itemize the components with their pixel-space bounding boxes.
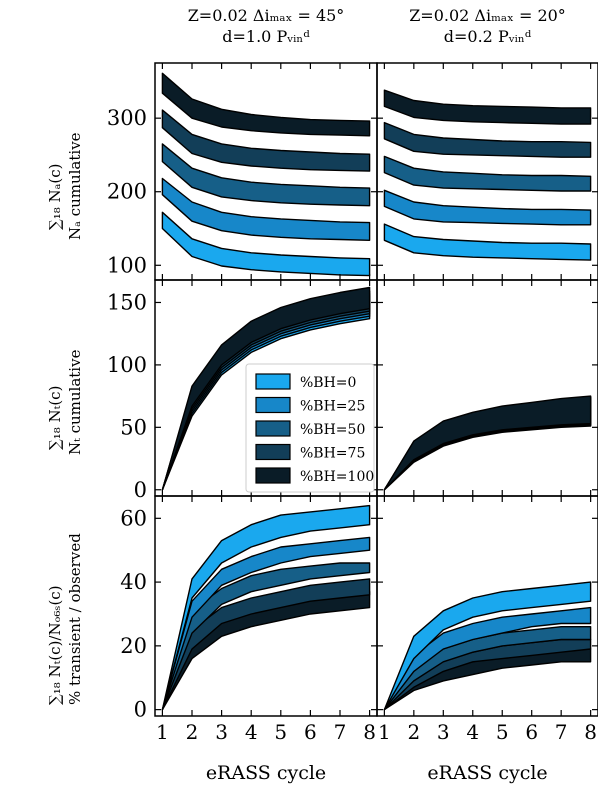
y-tick-label-r1c1: 200	[107, 180, 147, 204]
band-r2c2-bh100	[383, 395, 592, 491]
x-tick-label-r3c1: 6	[304, 720, 317, 744]
y-tick-label-r3c1: 20	[120, 634, 147, 658]
band-r3c1-bh0	[161, 504, 371, 711]
column-title-left-line1: Z=0.02 Δiₘₐₓ = 45°	[187, 6, 345, 25]
x-tick-label-r3c2: 1	[378, 720, 391, 744]
column-title-right: Z=0.02 Δiₘₐₓ = 20° d=0.2 Pᵥᵢₙᵈ	[377, 5, 598, 47]
x-tick-label-r3c1: 2	[186, 720, 199, 744]
y-axis-label-row2-text: Nₜ cumulative	[66, 349, 84, 455]
band-r3c1-bh75	[161, 578, 371, 711]
x-tick-label-r3c1: 5	[274, 720, 287, 744]
band-r1c2-bh100	[383, 89, 592, 125]
y-axis-label-row1-text: Nₐ cumulative	[66, 132, 84, 240]
band-r3c1-bh25	[161, 536, 371, 711]
y-axis-label-row1-sum: ∑₁₈ Nₐ(c)	[46, 163, 64, 230]
x-tick-label-r3c1: 4	[245, 720, 258, 744]
x-tick-label-r3c1: 7	[334, 720, 347, 744]
legend-label-2: %BH=50	[300, 422, 365, 438]
y-tick-label-r3c1: 40	[120, 570, 147, 594]
x-tick-label-r3c1: 8	[363, 720, 376, 744]
legend-label-4: %BH=100	[300, 469, 374, 485]
x-axis-label-left: eRASS cycle	[205, 762, 327, 784]
band-r1c1-bh50	[161, 143, 371, 207]
x-tick-label-r3c1: 1	[156, 720, 169, 744]
column-title-left-line2: d=1.0 Pᵥᵢₙᵈ	[222, 27, 310, 46]
band-r1c2-bh25	[383, 189, 592, 226]
x-axis-label-right: eRASS cycle	[427, 762, 548, 784]
x-tick-label-r3c2: 3	[437, 720, 450, 744]
legend-label-0: %BH=0	[300, 375, 356, 391]
y-tick-label-r2c1: 0	[134, 478, 147, 502]
legend-swatch-0	[255, 373, 291, 390]
x-tick-label-r3c2: 2	[407, 720, 420, 744]
y-tick-label-r2c1: 100	[107, 353, 147, 377]
band-r3c2-bh0	[383, 581, 592, 711]
y-tick-label-r1c1: 300	[107, 106, 147, 130]
band-r1c2-bh75	[383, 121, 592, 158]
band-r1c1-bh75	[161, 109, 371, 172]
column-title-right-line2: d=0.2 Pᵥᵢₙᵈ	[443, 27, 532, 46]
band-r3c1-bh50	[161, 562, 371, 711]
y-axis-label-row3-sum: ∑₁₈ Nₜ(c)/Nₒ₆ₛ(c)	[46, 585, 64, 705]
y-axis-label-row2-sum: ∑₁₈ Nₜ(c)	[46, 385, 64, 450]
y-tick-label-r2c1: 150	[107, 290, 147, 314]
x-tick-label-r3c1: 3	[215, 720, 228, 744]
column-title-left: Z=0.02 Δiₘₐₓ = 45° d=1.0 Pᵥᵢₙᵈ	[155, 5, 377, 47]
x-tick-label-r3c2: 5	[496, 720, 509, 744]
band-r3c2-bh25	[383, 606, 592, 711]
band-r1c1-bh25	[161, 177, 371, 241]
y-axis-label-row3-text: % transient / observed	[66, 533, 84, 705]
x-tick-label-r3c2: 4	[466, 720, 479, 744]
y-tick-label-r2c1: 50	[120, 415, 147, 439]
legend-swatch-2	[255, 420, 291, 437]
band-r1c2-bh50	[383, 155, 592, 192]
x-tick-label-r3c2: 6	[525, 720, 538, 744]
axes-frame-r3c2	[376, 495, 598, 717]
band-r1c2-bh0	[383, 223, 592, 261]
y-tick-label-r3c1: 0	[134, 698, 147, 722]
band-r2c1-bh100	[161, 286, 371, 491]
legend-swatch-3	[255, 443, 291, 461]
x-tick-label-r3c2: 7	[555, 720, 568, 744]
legend-label-1: %BH=25	[300, 399, 365, 415]
legend-label-3: %BH=75	[300, 446, 365, 462]
y-tick-label-r1c1: 100	[107, 253, 147, 277]
column-title-right-line1: Z=0.02 Δiₘₐₓ = 20°	[409, 6, 566, 25]
x-tick-label-r3c2: 8	[584, 720, 597, 744]
legend-swatch-1	[255, 396, 291, 414]
y-tick-label-r3c1: 60	[120, 506, 147, 530]
band-r1c1-bh100	[161, 72, 371, 137]
legend-swatch-4	[255, 467, 291, 484]
